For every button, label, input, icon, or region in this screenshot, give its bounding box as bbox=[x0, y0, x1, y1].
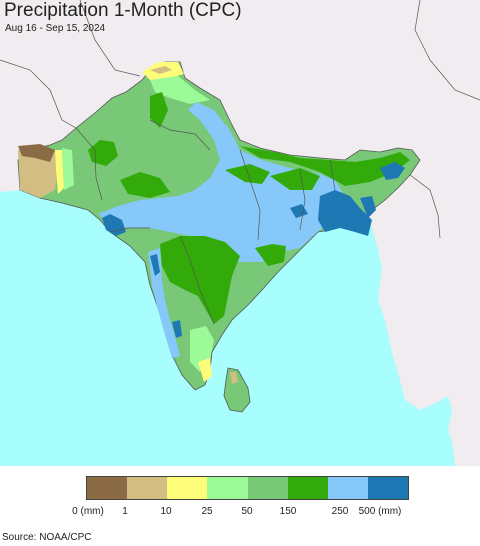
legend-swatch bbox=[367, 477, 408, 499]
legend-label: 500 (mm) bbox=[358, 506, 402, 517]
boundary-lines bbox=[0, 0, 480, 325]
ocean bbox=[0, 190, 480, 466]
map-title: Precipitation 1-Month (CPC) bbox=[4, 0, 242, 21]
legend-swatch bbox=[87, 477, 128, 499]
region-green-nw2 bbox=[120, 172, 170, 198]
land-east bbox=[380, 230, 480, 410]
region-blue-dark-kerala bbox=[172, 320, 182, 338]
region-lightgreen-w bbox=[62, 148, 74, 190]
legend-label: 10 bbox=[160, 506, 172, 517]
legend-label: 150 bbox=[279, 506, 297, 517]
source-credit: Source: NOAA/CPC bbox=[2, 532, 92, 543]
legend-swatch bbox=[327, 477, 368, 499]
legend-label: 25 bbox=[201, 506, 213, 517]
legend-label: 0 (mm) bbox=[72, 506, 104, 517]
legend-colorbar bbox=[86, 476, 409, 500]
region-blue-gujarat bbox=[102, 214, 126, 236]
legend-label: 250 bbox=[331, 506, 349, 517]
legend: 0 (mm) 1 10 25 50 150 250 500 (mm) bbox=[0, 466, 480, 530]
sri-lanka bbox=[223, 367, 251, 413]
region-yellow-w bbox=[55, 150, 64, 194]
legend-swatch bbox=[287, 477, 328, 499]
region-yellow-south bbox=[198, 358, 212, 382]
date-range: Aug 16 - Sep 15, 2024 bbox=[5, 23, 106, 34]
region-blue-dark-ne2 bbox=[360, 196, 376, 218]
land-malaysia bbox=[450, 418, 480, 466]
legend-label: 50 bbox=[241, 506, 253, 517]
region-north-tan bbox=[150, 66, 172, 74]
region-green-east-coast bbox=[255, 244, 286, 266]
land-andaman bbox=[412, 322, 444, 362]
region-blue-dark-ne bbox=[380, 162, 405, 180]
sri-lanka-dry bbox=[230, 372, 238, 384]
region-blue-central bbox=[98, 102, 345, 262]
region-north-lightgreen bbox=[150, 76, 210, 104]
legend-swatch bbox=[127, 477, 168, 499]
region-blue-westcoast bbox=[148, 248, 180, 358]
region-green-himalaya bbox=[240, 146, 410, 186]
region-green-north bbox=[150, 92, 168, 128]
region-brown bbox=[18, 144, 55, 162]
region-blue-dark-bengal bbox=[318, 190, 372, 236]
region-green-east bbox=[270, 168, 320, 190]
region-green-deccan bbox=[160, 236, 240, 324]
region-green-gangetic bbox=[225, 164, 270, 184]
legend-swatch bbox=[167, 477, 208, 499]
region-blue-dark-westcoast bbox=[150, 254, 160, 276]
legend-swatch bbox=[247, 477, 288, 499]
legend-swatch bbox=[207, 477, 248, 499]
legend-label: 1 bbox=[122, 506, 128, 517]
